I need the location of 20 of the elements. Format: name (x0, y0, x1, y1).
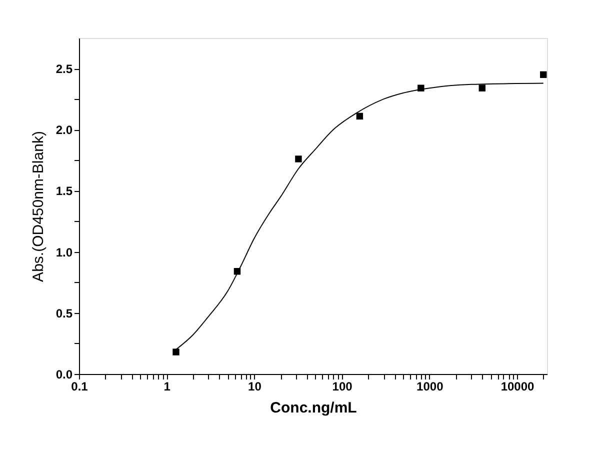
y-axis-title: Abs.(OD450nm-Blank) (30, 131, 47, 282)
x-tick-label: 0.1 (71, 380, 88, 394)
point (478, 84, 486, 92)
point (172, 348, 180, 356)
x-tick-label: 1000 (416, 380, 444, 394)
point (540, 71, 547, 78)
point (356, 112, 364, 120)
y-tick-label: 1.5 (56, 184, 73, 198)
y-tick-label: 2.5 (56, 62, 73, 76)
point (418, 84, 424, 92)
y-tick-label: 2.0 (56, 123, 73, 138)
x-axis-title: Conc.ng/mL (270, 400, 357, 416)
x-tick-label: 100 (332, 380, 353, 394)
y-tick-label: 0.5 (56, 306, 73, 320)
x-tick-label: 10 (248, 380, 262, 394)
x-tick-label: 10000 (500, 380, 535, 394)
y-tick-label: 0.0 (56, 368, 73, 382)
x-tick-label: 1 (164, 380, 171, 394)
point (295, 156, 302, 162)
y-tick-label: 1.0 (56, 245, 73, 260)
